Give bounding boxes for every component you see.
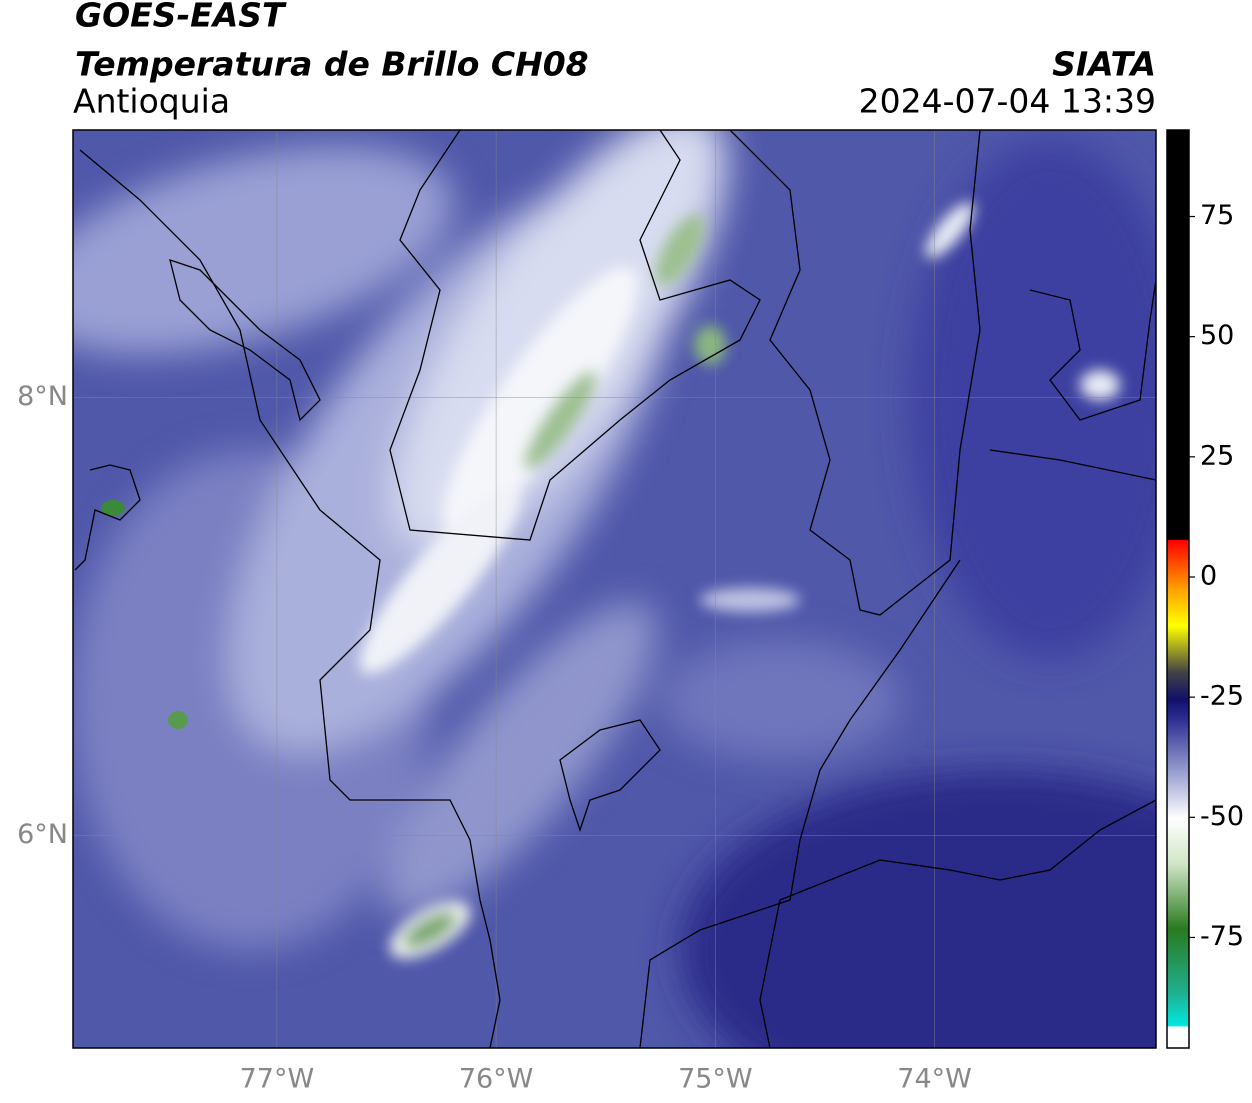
colorbar-tick-label: 75	[1200, 200, 1234, 231]
colorbar-tick-label: -25	[1200, 681, 1244, 712]
lon-label: 74°W	[897, 1064, 972, 1095]
subtitle: Temperatura de Brillo CH08	[75, 45, 589, 84]
lon-label: 76°W	[459, 1064, 534, 1095]
region: Antioquia	[73, 82, 230, 121]
colorbar-tick-label: 0	[1200, 560, 1217, 591]
colorbar	[1166, 129, 1190, 1049]
lon-label: 75°W	[678, 1064, 753, 1095]
colorbar-tick-label: 25	[1200, 440, 1234, 471]
lat-label: 8°N	[17, 381, 68, 412]
colorbar-tick-label: 50	[1200, 320, 1234, 351]
map	[73, 130, 1156, 1048]
lat-label: 6°N	[17, 819, 68, 850]
map-frame	[72, 129, 1157, 1049]
source: SIATA	[1052, 45, 1156, 84]
colorbar-tick-label: -75	[1200, 921, 1244, 952]
colorbar-tick-label: -50	[1200, 801, 1244, 832]
lon-label: 77°W	[240, 1064, 315, 1095]
title: GOES-EAST	[75, 0, 287, 35]
datetime: 2024-07-04 13:39	[859, 82, 1156, 121]
